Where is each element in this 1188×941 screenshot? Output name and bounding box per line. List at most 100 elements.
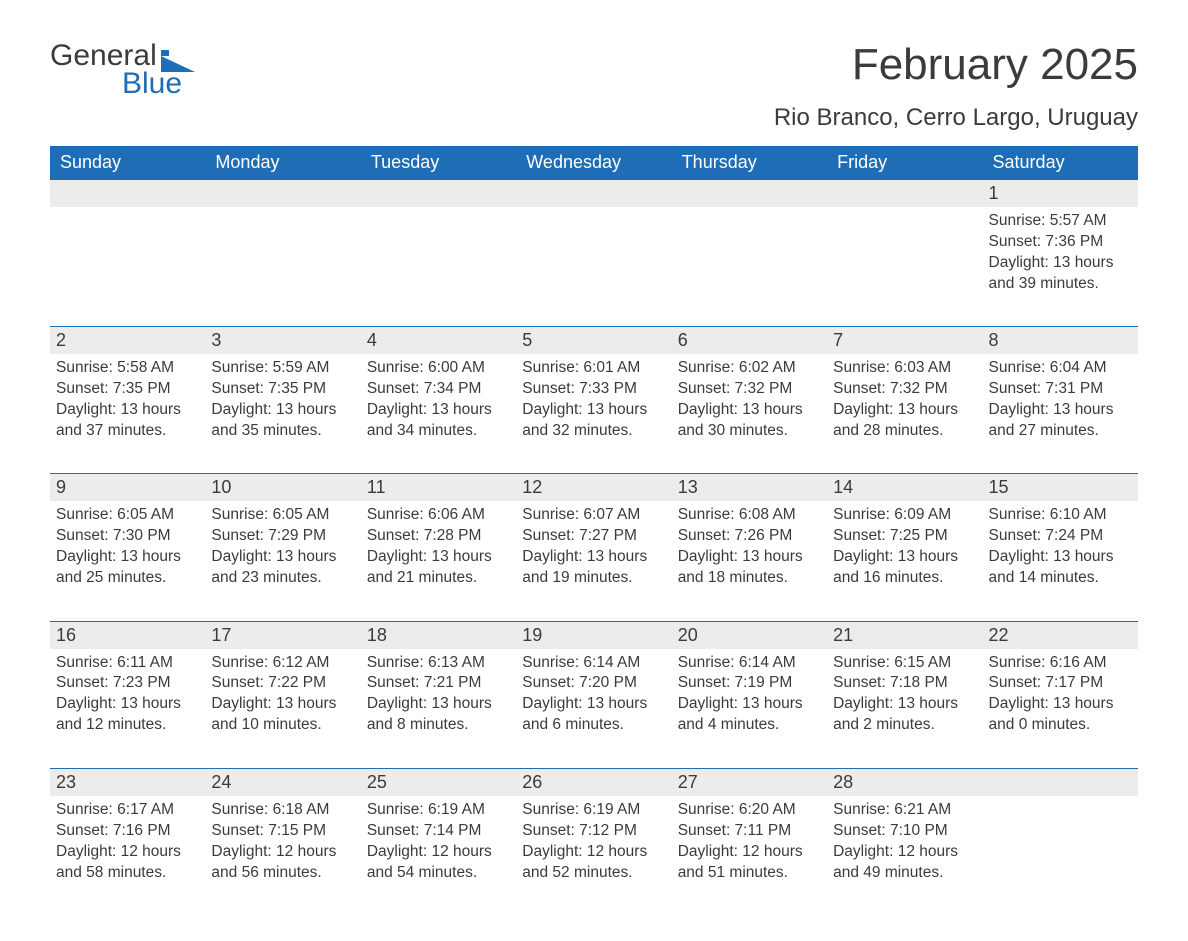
day-cell [983,796,1138,902]
col-saturday: Saturday [983,146,1138,180]
col-monday: Monday [205,146,360,180]
day-number [672,180,827,208]
spacer-row [50,460,1138,474]
day-cell: Sunrise: 6:11 AM Sunset: 7:23 PM Dayligh… [50,649,205,755]
daynum-row: 16171819202122 [50,621,1138,649]
header: General Blue February 2025 Rio Branco, C… [50,40,1138,132]
day-cell: Sunrise: 6:18 AM Sunset: 7:15 PM Dayligh… [205,796,360,902]
day-number: 24 [205,768,360,796]
day-cell: Sunrise: 6:14 AM Sunset: 7:19 PM Dayligh… [672,649,827,755]
day-cell: Sunrise: 5:58 AM Sunset: 7:35 PM Dayligh… [50,354,205,460]
day-cell: Sunrise: 6:01 AM Sunset: 7:33 PM Dayligh… [516,354,671,460]
day-cell: Sunrise: 6:15 AM Sunset: 7:18 PM Dayligh… [827,649,982,755]
day-cell: Sunrise: 6:21 AM Sunset: 7:10 PM Dayligh… [827,796,982,902]
day-number: 9 [50,474,205,502]
day-cell: Sunrise: 6:17 AM Sunset: 7:16 PM Dayligh… [50,796,205,902]
day-cell [827,207,982,313]
day-cell: Sunrise: 6:10 AM Sunset: 7:24 PM Dayligh… [983,501,1138,607]
logo-word2: Blue [122,68,195,100]
day-number: 5 [516,327,671,355]
day-number [205,180,360,208]
day-number [827,180,982,208]
day-number: 22 [983,621,1138,649]
day-cell: Sunrise: 6:07 AM Sunset: 7:27 PM Dayligh… [516,501,671,607]
day-cell: Sunrise: 6:06 AM Sunset: 7:28 PM Dayligh… [361,501,516,607]
location: Rio Branco, Cerro Largo, Uruguay [774,104,1138,132]
weekday-header-row: Sunday Monday Tuesday Wednesday Thursday… [50,146,1138,180]
day-cell: Sunrise: 6:05 AM Sunset: 7:29 PM Dayligh… [205,501,360,607]
day-number: 25 [361,768,516,796]
day-cell: Sunrise: 6:03 AM Sunset: 7:32 PM Dayligh… [827,354,982,460]
day-number: 6 [672,327,827,355]
day-number [50,180,205,208]
day-data-row: Sunrise: 6:11 AM Sunset: 7:23 PM Dayligh… [50,649,1138,755]
day-cell [361,207,516,313]
day-cell: Sunrise: 6:13 AM Sunset: 7:21 PM Dayligh… [361,649,516,755]
day-cell: Sunrise: 5:59 AM Sunset: 7:35 PM Dayligh… [205,354,360,460]
day-number: 23 [50,768,205,796]
day-cell: Sunrise: 6:05 AM Sunset: 7:30 PM Dayligh… [50,501,205,607]
day-number: 2 [50,327,205,355]
day-cell: Sunrise: 6:00 AM Sunset: 7:34 PM Dayligh… [361,354,516,460]
day-number [516,180,671,208]
day-number: 8 [983,327,1138,355]
day-data-row: Sunrise: 6:17 AM Sunset: 7:16 PM Dayligh… [50,796,1138,902]
col-sunday: Sunday [50,146,205,180]
spacer-row [50,754,1138,768]
spacer-row [50,607,1138,621]
month-title: February 2025 [774,40,1138,90]
logo: General Blue [50,40,195,99]
day-cell: Sunrise: 6:12 AM Sunset: 7:22 PM Dayligh… [205,649,360,755]
day-number: 17 [205,621,360,649]
day-data-row: Sunrise: 5:58 AM Sunset: 7:35 PM Dayligh… [50,354,1138,460]
daynum-row: 2345678 [50,327,1138,355]
day-cell: Sunrise: 6:16 AM Sunset: 7:17 PM Dayligh… [983,649,1138,755]
day-cell: Sunrise: 6:09 AM Sunset: 7:25 PM Dayligh… [827,501,982,607]
calendar-body: 1Sunrise: 5:57 AM Sunset: 7:36 PM Daylig… [50,180,1138,902]
day-cell: Sunrise: 6:08 AM Sunset: 7:26 PM Dayligh… [672,501,827,607]
day-number: 15 [983,474,1138,502]
day-cell: Sunrise: 6:19 AM Sunset: 7:12 PM Dayligh… [516,796,671,902]
day-cell: Sunrise: 5:57 AM Sunset: 7:36 PM Dayligh… [983,207,1138,313]
spacer-row [50,313,1138,327]
day-cell [672,207,827,313]
day-number: 18 [361,621,516,649]
day-number: 7 [827,327,982,355]
day-number: 21 [827,621,982,649]
title-block: February 2025 Rio Branco, Cerro Largo, U… [774,40,1138,132]
day-cell: Sunrise: 6:02 AM Sunset: 7:32 PM Dayligh… [672,354,827,460]
col-friday: Friday [827,146,982,180]
daynum-row: 1 [50,180,1138,208]
day-number: 10 [205,474,360,502]
day-cell [50,207,205,313]
day-cell: Sunrise: 6:19 AM Sunset: 7:14 PM Dayligh… [361,796,516,902]
col-tuesday: Tuesday [361,146,516,180]
day-number: 13 [672,474,827,502]
col-wednesday: Wednesday [516,146,671,180]
day-number: 19 [516,621,671,649]
day-number: 16 [50,621,205,649]
day-cell [516,207,671,313]
day-number: 3 [205,327,360,355]
day-cell: Sunrise: 6:14 AM Sunset: 7:20 PM Dayligh… [516,649,671,755]
day-number: 11 [361,474,516,502]
day-data-row: Sunrise: 5:57 AM Sunset: 7:36 PM Dayligh… [50,207,1138,313]
day-number: 20 [672,621,827,649]
daynum-row: 232425262728 [50,768,1138,796]
day-cell [205,207,360,313]
day-number: 4 [361,327,516,355]
daynum-row: 9101112131415 [50,474,1138,502]
day-number: 14 [827,474,982,502]
day-number [983,768,1138,796]
day-number [361,180,516,208]
day-number: 28 [827,768,982,796]
col-thursday: Thursday [672,146,827,180]
day-data-row: Sunrise: 6:05 AM Sunset: 7:30 PM Dayligh… [50,501,1138,607]
calendar-table: Sunday Monday Tuesday Wednesday Thursday… [50,146,1138,901]
day-number: 26 [516,768,671,796]
day-number: 1 [983,180,1138,208]
day-number: 27 [672,768,827,796]
day-cell: Sunrise: 6:04 AM Sunset: 7:31 PM Dayligh… [983,354,1138,460]
day-number: 12 [516,474,671,502]
day-cell: Sunrise: 6:20 AM Sunset: 7:11 PM Dayligh… [672,796,827,902]
